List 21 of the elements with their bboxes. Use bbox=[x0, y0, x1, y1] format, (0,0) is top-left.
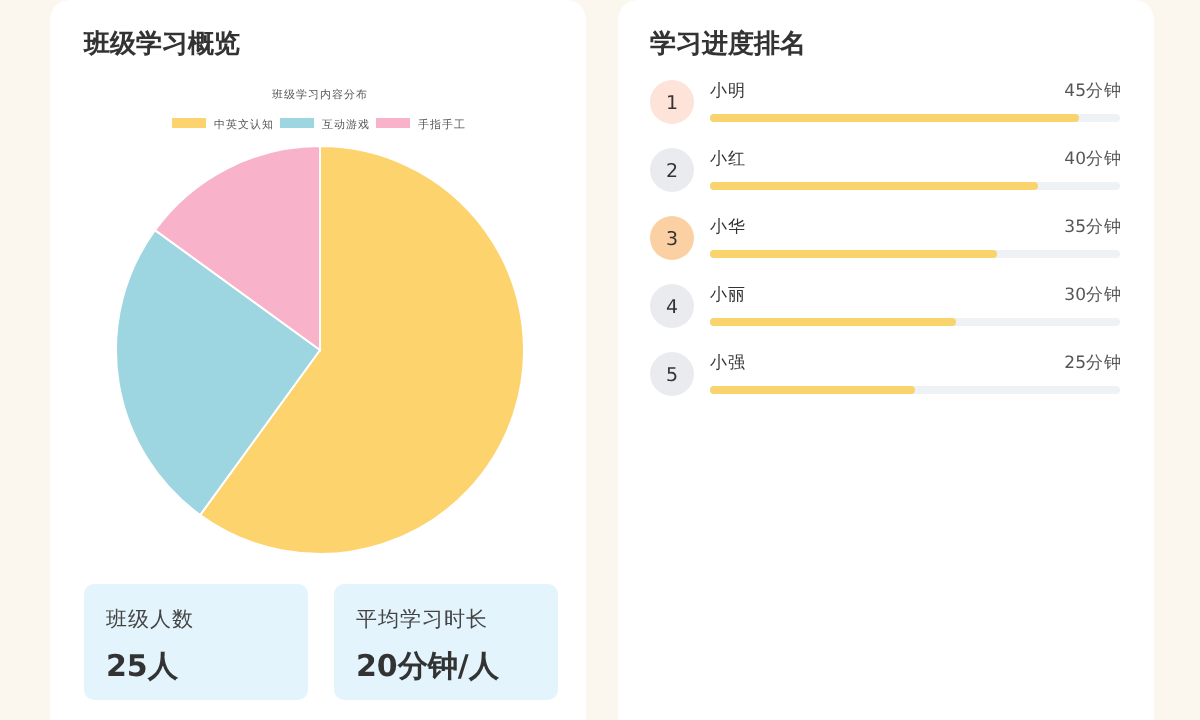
y-tick-label: 小明 bbox=[710, 80, 746, 102]
text: 2 bbox=[665, 161, 679, 183]
data-label: 25分钟 bbox=[1064, 352, 1122, 374]
text: 25人 bbox=[106, 648, 180, 684]
text: 班级人数 bbox=[106, 606, 194, 632]
y-tick-label: 小红 bbox=[710, 148, 746, 170]
chart-title: 学习进度排名 bbox=[650, 28, 806, 60]
y-tick-label: 小华 bbox=[710, 216, 746, 238]
text: 3 bbox=[665, 229, 679, 251]
text: 1 bbox=[665, 93, 679, 115]
text: 平均学习时长 bbox=[356, 606, 488, 632]
text: 20分钟/人 bbox=[356, 648, 501, 684]
y-tick-label: 小丽 bbox=[710, 284, 746, 306]
text: 5 bbox=[665, 365, 679, 387]
data-label: 30分钟 bbox=[1064, 284, 1122, 306]
text: 4 bbox=[665, 297, 679, 319]
y-tick-label: 小强 bbox=[710, 352, 746, 374]
data-label: 45分钟 bbox=[1064, 80, 1122, 102]
data-label: 40分钟 bbox=[1064, 148, 1122, 170]
chart-title: 班级学习概览 bbox=[82, 30, 240, 60]
data-label: 35分钟 bbox=[1064, 216, 1122, 238]
